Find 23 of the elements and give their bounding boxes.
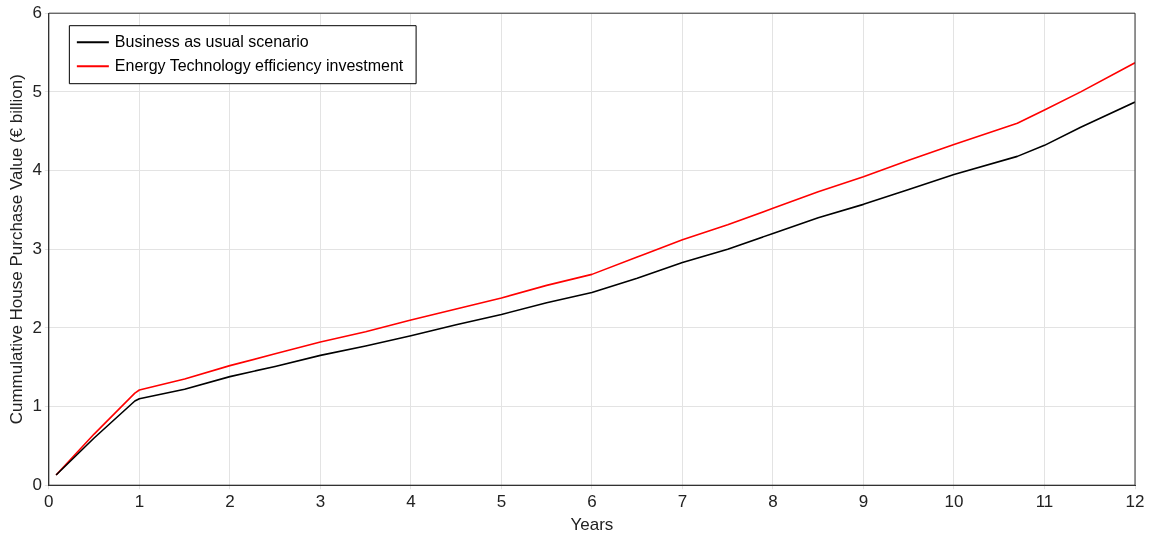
x-tick-label: 11: [1035, 492, 1054, 512]
x-tick-label: 9: [858, 492, 869, 512]
y-tick-label: 4: [32, 160, 42, 180]
legend-label: Business as usual scenario: [114, 32, 309, 50]
x-tick-label: 7: [677, 492, 688, 512]
x-tick-label: 3: [315, 492, 326, 512]
y-tick-label: 1: [32, 396, 42, 416]
x-tick-label: 2: [225, 492, 235, 512]
x-tick-label: 10: [944, 492, 964, 512]
x-tick-label: 1: [134, 492, 145, 512]
y-tick-label: 3: [32, 238, 42, 258]
x-tick-label: 12: [1125, 492, 1145, 512]
y-axis-title: Cummulative House Purchase Value (€ billion): [6, 74, 26, 425]
x-tick-label: 8: [768, 492, 778, 512]
x-tick-label: 5: [496, 492, 507, 512]
y-tick-label: 6: [32, 2, 42, 22]
y-tick-label: 5: [32, 81, 42, 101]
legend-label: Energy Technology efficiency investment: [114, 56, 404, 74]
x-tick-label: 6: [587, 492, 597, 512]
x-axis-title: Years: [570, 515, 614, 535]
y-tick-label: 0: [32, 474, 42, 494]
y-tick-label: 2: [32, 317, 42, 337]
x-tick-label: 4: [406, 492, 416, 512]
